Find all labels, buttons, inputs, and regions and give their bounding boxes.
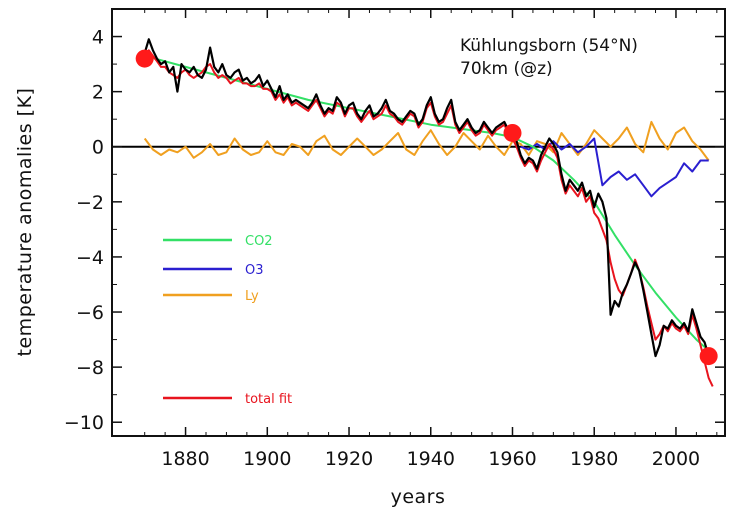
x-tick-label: 2000	[652, 448, 700, 470]
y-tick-label: 0	[92, 137, 104, 159]
x-tick-label: 1880	[161, 448, 209, 470]
x-axis-title: years	[391, 486, 446, 508]
series-line-co2	[144, 54, 710, 352]
y-tick-label: −8	[76, 357, 104, 379]
x-tick-label: 1920	[325, 448, 373, 470]
annotation-line-1: Kühlungsborn (54°N)	[460, 36, 638, 56]
x-ticks: 1880 1900 1920 1940 1960 1980 2000	[144, 9, 718, 470]
y-axis-title: temperature anomalies [K]	[14, 88, 36, 357]
y-tick-label: −2	[76, 192, 104, 214]
y-ticks: −10 −8 −6 −4 −2 0 2 4	[64, 8, 725, 434]
legend: CO2 O3 Ly total fit	[163, 234, 292, 407]
y-tick-label: 2	[92, 82, 104, 104]
y-tick-label: −10	[64, 412, 104, 434]
series-line-observations	[143, 38, 710, 358]
y-tick-label: 4	[92, 27, 104, 49]
legend-o3-label: O3	[245, 263, 264, 278]
series-line-total-fit	[143, 49, 714, 387]
series-layer	[143, 38, 714, 387]
x-tick-label: 1940	[407, 448, 455, 470]
reference-point	[503, 123, 522, 142]
legend-total-fit-label: total fit	[245, 392, 292, 407]
legend-ly-label: Ly	[245, 289, 259, 304]
reference-points	[135, 49, 718, 366]
series-line-ly	[143, 120, 710, 162]
y-tick-label: −6	[76, 302, 104, 324]
plot-frame	[111, 8, 726, 437]
x-tick-label: 1980	[570, 448, 618, 470]
y-tick-label: −4	[76, 247, 104, 269]
x-tick-label: 1960	[488, 448, 536, 470]
x-tick-label: 1900	[243, 448, 291, 470]
legend-co2-label: CO2	[245, 234, 273, 249]
reference-point	[699, 347, 718, 366]
annotation-line-2: 70km (@z)	[460, 59, 553, 79]
reference-point	[135, 49, 154, 68]
